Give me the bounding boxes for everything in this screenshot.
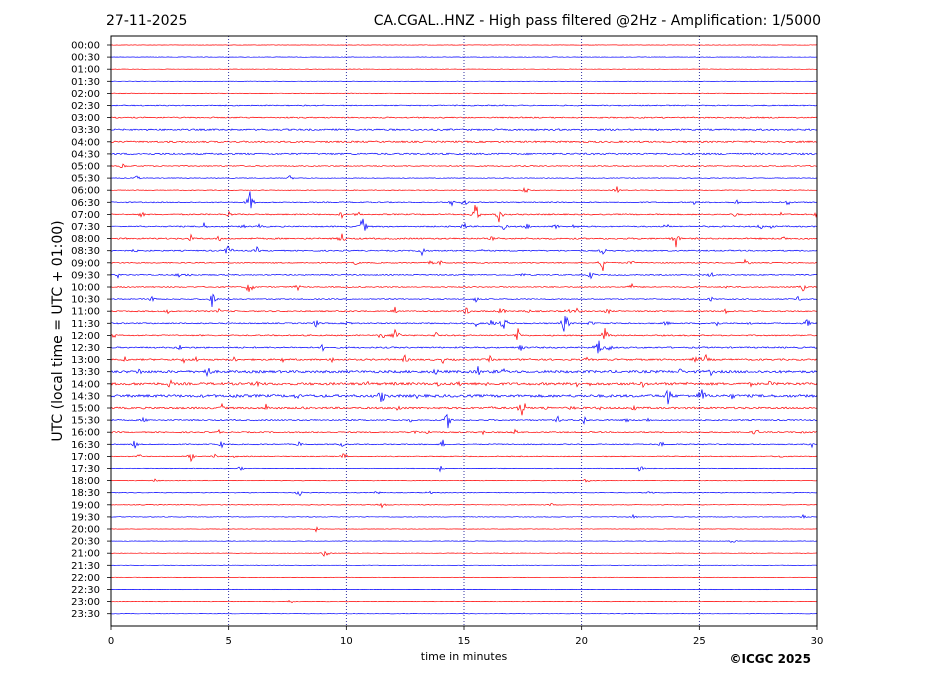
y-tick-label: 20:00 — [71, 525, 100, 536]
y-tick-label: 15:00 — [71, 404, 100, 415]
trace-0800 — [110, 233, 818, 248]
trace-0930 — [110, 271, 818, 280]
y-tick-label: 19:30 — [71, 512, 100, 523]
x-tick-label: 20 — [575, 636, 588, 647]
y-tick-label: 16:00 — [71, 428, 100, 439]
y-tick-label: 03:00 — [71, 113, 100, 124]
trace-0830 — [110, 245, 818, 257]
y-tick-label: 01:30 — [71, 77, 100, 88]
y-tick-label: 10:30 — [71, 295, 100, 306]
y-tick-label: 22:30 — [71, 585, 100, 596]
y-tick-label: 02:30 — [71, 101, 100, 112]
y-tick-label: 11:30 — [71, 319, 100, 330]
y-tick-labels: 00:0000:3001:0001:3002:0002:3003:0003:30… — [71, 41, 111, 620]
trace-2300 — [110, 599, 818, 604]
y-tick-label: 20:30 — [71, 537, 100, 548]
trace-1200 — [110, 328, 817, 340]
copyright: ©ICGC 2025 — [729, 652, 811, 666]
x-tick-label: 5 — [225, 636, 231, 647]
chart-title: CA.CGAL..HNZ - High pass filtered @2Hz -… — [374, 13, 821, 29]
y-tick-label: 00:00 — [71, 41, 100, 52]
y-tick-label: 12:00 — [71, 331, 100, 342]
plot-area — [110, 35, 818, 627]
y-tick-label: 18:30 — [71, 488, 100, 499]
x-tick-labels: 0 5 10 15 20 25 30 — [108, 626, 824, 647]
y-tick-label: 03:30 — [71, 125, 100, 136]
y-tick-label: 08:30 — [71, 246, 100, 257]
y-tick-label: 05:30 — [71, 174, 100, 185]
x-tick-label: 0 — [108, 636, 114, 647]
y-tick-label: 00:30 — [71, 53, 100, 64]
x-tick-label: 25 — [693, 636, 706, 647]
x-tick-label: 15 — [458, 636, 471, 647]
trace-1300 — [110, 353, 818, 365]
y-tick-label: 10:00 — [71, 283, 100, 294]
y-axis-label: UTC (local time = UTC + 01:00) — [50, 220, 66, 441]
y-tick-label: 13:30 — [71, 367, 100, 378]
y-tick-label: 06:00 — [71, 186, 100, 197]
y-tick-label: 13:00 — [71, 355, 100, 366]
y-tick-label: 14:00 — [71, 379, 100, 390]
y-tick-label: 07:30 — [71, 222, 100, 233]
trace-1000 — [110, 282, 818, 292]
y-tick-label: 19:00 — [71, 500, 100, 511]
trace-1030 — [110, 293, 818, 308]
trace-1530 — [110, 413, 818, 429]
x-tick-label: 10 — [340, 636, 353, 647]
trace-1130 — [110, 315, 818, 332]
trace-1430 — [110, 389, 818, 405]
y-tick-label: 05:00 — [71, 162, 100, 173]
trace-0530 — [110, 175, 818, 180]
y-tick-label: 18:00 — [71, 476, 100, 487]
trace-1500 — [110, 402, 818, 416]
y-tick-label: 08:00 — [71, 234, 100, 245]
vertical-grid — [228, 36, 700, 626]
chart-date: 27-11-2025 — [106, 13, 187, 29]
trace-1330 — [110, 366, 818, 378]
trace-0730 — [110, 218, 817, 231]
trace-1400 — [110, 379, 818, 389]
y-tick-label: 12:30 — [71, 343, 100, 354]
y-tick-label: 15:30 — [71, 416, 100, 427]
y-tick-label: 11:00 — [71, 307, 100, 318]
y-tick-label: 02:00 — [71, 89, 100, 100]
y-tick-label: 23:00 — [71, 597, 100, 608]
y-tick-label: 21:30 — [71, 561, 100, 572]
trace-0300 — [110, 116, 818, 119]
y-tick-label: 04:00 — [71, 137, 100, 148]
trace-0500 — [110, 163, 817, 168]
y-tick-label: 16:30 — [71, 440, 100, 451]
trace-1100 — [110, 306, 818, 315]
y-tick-label: 21:00 — [71, 549, 100, 560]
trace-1600 — [110, 428, 818, 436]
y-tick-label: 17:00 — [71, 452, 100, 463]
y-tick-label: 23:30 — [71, 609, 100, 620]
trace-2100 — [110, 550, 817, 557]
y-tick-label: 07:00 — [71, 210, 100, 221]
x-tick-label: 30 — [811, 636, 824, 647]
y-tick-label: 09:00 — [71, 258, 100, 269]
y-tick-label: 04:30 — [71, 149, 100, 160]
y-tick-label: 14:30 — [71, 391, 100, 402]
trace-0600 — [110, 186, 817, 194]
y-tick-label: 22:00 — [71, 573, 100, 584]
trace-0630 — [110, 191, 818, 209]
trace-1230 — [110, 340, 818, 354]
y-tick-label: 17:30 — [71, 464, 100, 475]
trace-0900 — [110, 258, 817, 271]
trace-0700 — [110, 205, 818, 223]
y-tick-label: 06:30 — [71, 198, 100, 209]
y-tick-label: 01:00 — [71, 65, 100, 76]
y-tick-label: 09:30 — [71, 270, 100, 281]
x-axis-label: time in minutes — [421, 650, 508, 663]
